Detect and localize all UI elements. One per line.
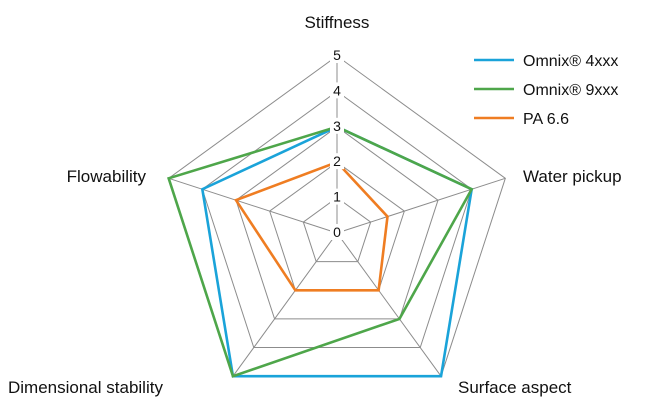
axis-label-dimensional-stability: Dimensional stability (8, 378, 163, 397)
tick-label-1: 1 (333, 189, 341, 205)
tick-label-4: 4 (333, 82, 341, 98)
series-line-omnix-9xxx (167, 125, 474, 378)
tick-label-bg-5 (330, 47, 344, 63)
legend-label-omnix-9xxx: Omnix® 9xxx (523, 82, 618, 99)
grid-spoke-3 (232, 232, 338, 377)
axis-label-water-pickup: Water pickup (523, 167, 622, 186)
radar-grid (168, 55, 506, 377)
radar-series (167, 125, 474, 378)
tick-label-0: 0 (333, 224, 341, 240)
legend-label-pa-6-6: PA 6.6 (523, 111, 569, 128)
axis-labels: Stiffness Water pickup Surface aspect Di… (8, 13, 622, 397)
grid-spoke-4 (168, 177, 338, 234)
axis-label-flowability: Flowability (67, 167, 147, 186)
grid-ring-4 (201, 90, 473, 349)
axis-label-surface-aspect: Surface aspect (458, 378, 572, 397)
grid-ring-1 (302, 196, 372, 263)
grid-spoke-2 (336, 232, 442, 377)
tick-label-3: 3 (333, 118, 341, 134)
legend-item-pa-6-6: PA 6.6 (474, 111, 569, 128)
tick-label-2: 2 (333, 153, 341, 169)
legend-item-omnix-4xxx: Omnix® 4xxx (474, 53, 618, 70)
legend-item-omnix-9xxx: Omnix® 9xxx (474, 82, 618, 99)
tick-label-bg-3 (330, 117, 344, 134)
tick-label-bg-4 (330, 82, 344, 99)
tick-label-bg-0 (330, 224, 344, 240)
series-line-pa-6-6 (234, 160, 389, 292)
legend: Omnix® 4xxx Omnix® 9xxx PA 6.6 (474, 53, 618, 128)
legend-label-omnix-4xxx: Omnix® 4xxx (523, 53, 618, 70)
tick-label-bg-1 (330, 188, 344, 205)
tick-label-bg-2 (330, 153, 344, 170)
radial-tick-labels: 0 1 2 3 4 5 (330, 47, 344, 240)
tick-label-5: 5 (333, 47, 341, 63)
axis-label-stiffness: Stiffness (305, 13, 370, 32)
grid-ring-3 (235, 126, 439, 320)
grid-spoke-1 (336, 177, 506, 234)
